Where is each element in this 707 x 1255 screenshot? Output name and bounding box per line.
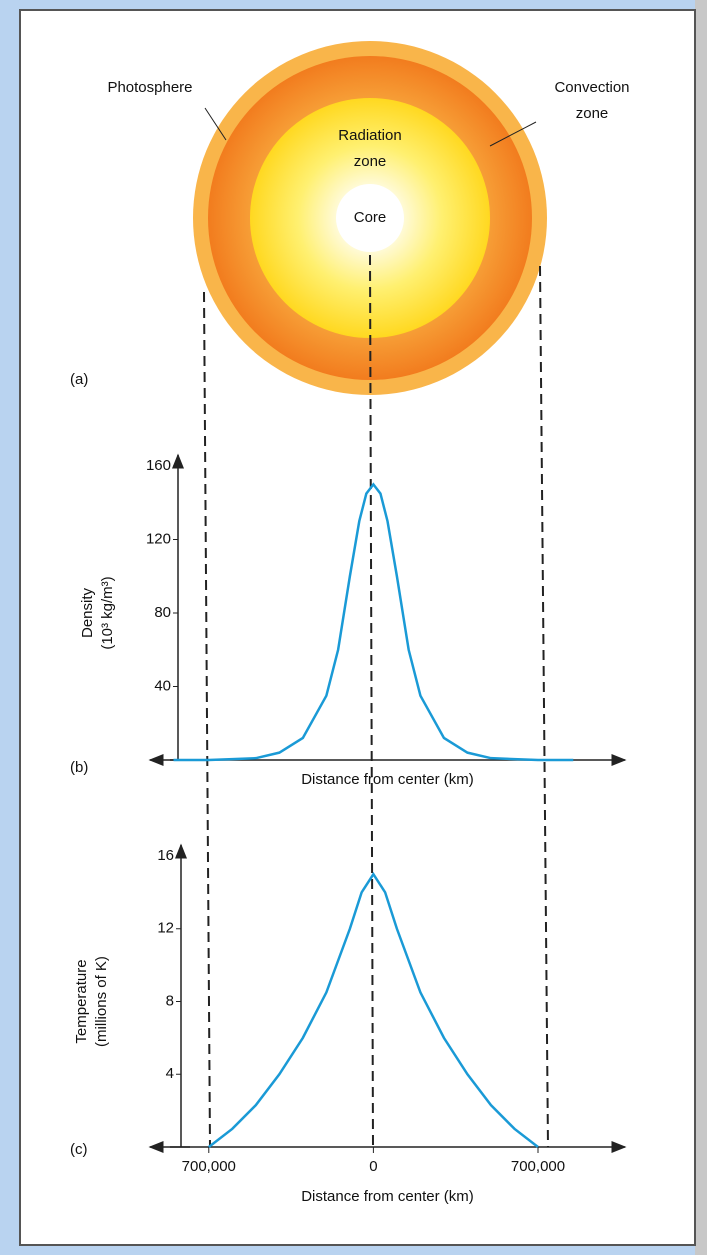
- leader-line: [204, 107, 227, 141]
- y-tick-label: 40: [154, 677, 171, 694]
- label: Radiation: [338, 127, 401, 144]
- y-tick-label: 16: [157, 847, 174, 864]
- y-tick-label: 12: [157, 920, 174, 937]
- core: [336, 184, 404, 252]
- label: Photosphere: [107, 79, 192, 96]
- guide-lines: [203, 254, 549, 1148]
- x-axis-label: Distance from center (km): [301, 1188, 474, 1205]
- edge-shade: [695, 0, 707, 1255]
- panel-label: (b): [70, 759, 88, 776]
- leader-line: [489, 121, 537, 147]
- y-axis-label: (millions of K): [93, 956, 110, 1047]
- data-line: [208, 871, 539, 1148]
- guide-line: [539, 265, 549, 1148]
- x-axis-label: Distance from center (km): [301, 771, 474, 788]
- label: zone: [354, 153, 387, 170]
- y-axis-label: Density: [79, 587, 96, 638]
- x-tick-label: 700,000: [182, 1158, 236, 1175]
- y-tick-label: 8: [166, 992, 174, 1009]
- y-tick-label: 120: [146, 530, 171, 547]
- x-tick-label: 0: [369, 1158, 377, 1175]
- x-tick-label: 700,000: [511, 1158, 565, 1175]
- panel-label: (a): [70, 371, 88, 388]
- guide-line: [203, 291, 211, 1148]
- label: zone: [576, 105, 609, 122]
- sun: [193, 41, 547, 395]
- y-axis-label: (10³ kg/m³): [99, 576, 116, 649]
- data-line: [173, 482, 574, 762]
- label: Core: [354, 209, 387, 226]
- y-axis-label: Temperature: [73, 959, 90, 1043]
- guide-line: [369, 254, 374, 1148]
- y-tick-label: 160: [146, 457, 171, 474]
- y-tick-label: 80: [154, 604, 171, 621]
- panel-label: (c): [70, 1141, 88, 1158]
- y-tick-label: 4: [166, 1065, 174, 1082]
- label: Convection: [554, 79, 629, 96]
